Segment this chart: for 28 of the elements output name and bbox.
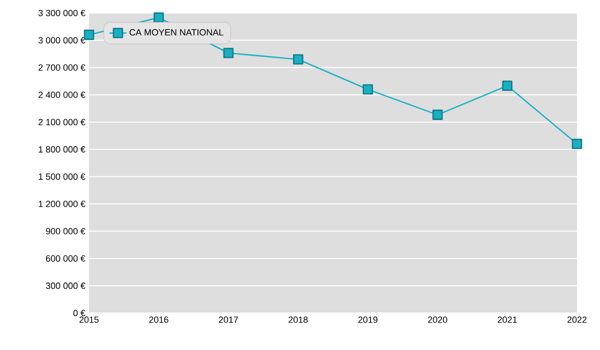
y-tick-label: 2 700 000 €: [38, 64, 86, 71]
x-tick-label: 2019: [358, 316, 378, 323]
x-tick-label: 2015: [79, 316, 99, 323]
point: [502, 80, 512, 91]
point: [362, 84, 373, 94]
point: [84, 30, 94, 40]
x-tick-label: 2018: [288, 316, 308, 323]
x-tick-label: 2016: [149, 316, 168, 323]
point: [154, 12, 164, 23]
y-tick-label: 0 €: [73, 310, 86, 316]
point: [223, 48, 234, 58]
point: [293, 54, 304, 64]
x-tick-label: 2021: [498, 316, 517, 323]
legend-label: CA MOYEN NATIONAL: [130, 29, 224, 36]
x-tick-label: 2017: [218, 316, 238, 323]
y-tick-label: 600 000 €: [46, 255, 86, 262]
y-tick-label: 1 200 000 €: [38, 200, 86, 208]
y-tick-label: 1 800 000 €: [38, 146, 86, 153]
point: [432, 110, 443, 120]
y-tick-label: 1 500 000 €: [38, 173, 86, 180]
y-tick-label: 2 100 000 €: [38, 118, 86, 126]
y-tick-label: 900 000 €: [46, 228, 86, 234]
x-tick-label: 2020: [428, 316, 448, 323]
y-tick-label: 2 400 000 €: [38, 92, 86, 98]
y-tick-label: 300 000 €: [46, 282, 86, 289]
point: [572, 138, 582, 150]
y-tick-label: 3 300 000 €: [38, 10, 86, 16]
x-tick-label: 2022: [567, 316, 587, 323]
